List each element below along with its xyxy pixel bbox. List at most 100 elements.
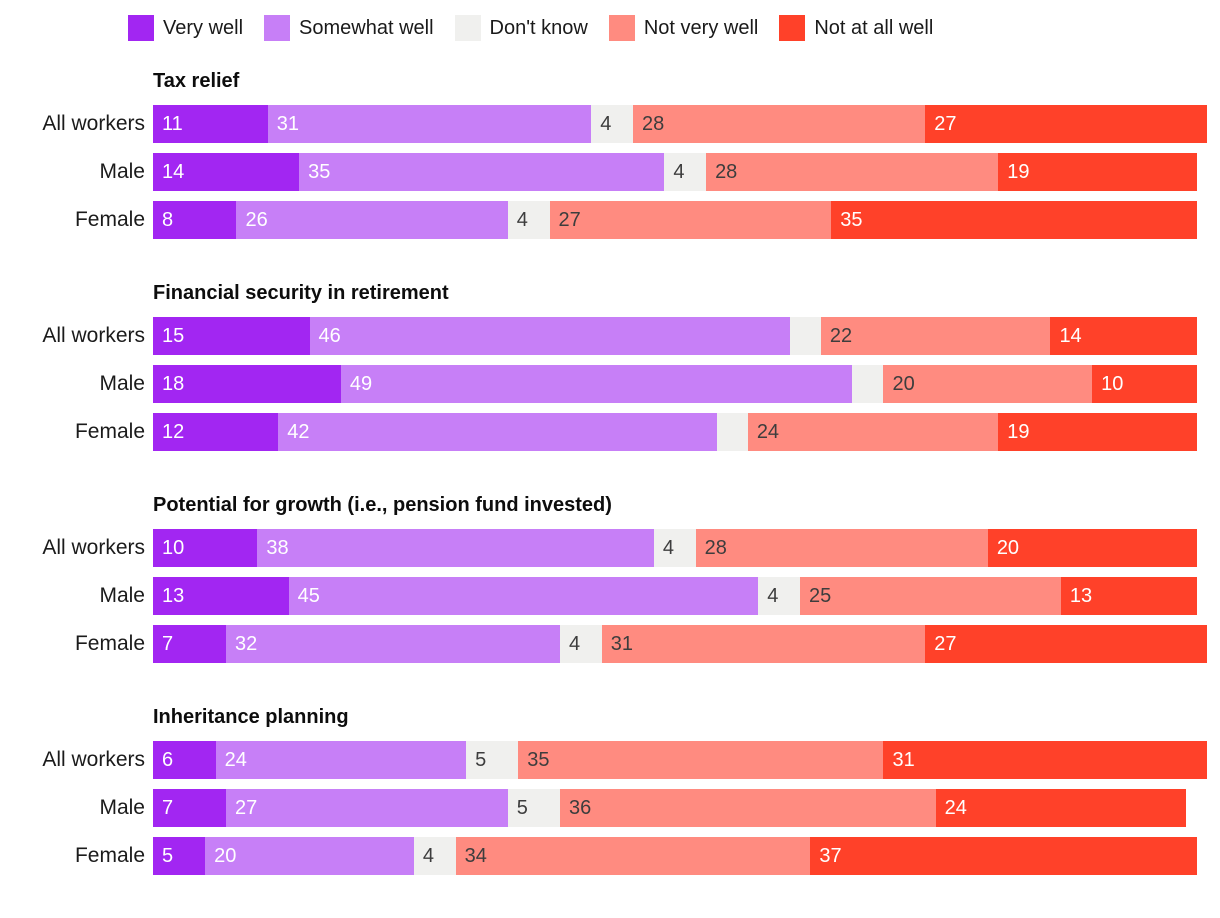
segment-value: 5 (516, 797, 528, 819)
row-label: All workers (42, 748, 145, 771)
bar-segment: 19 (998, 153, 1197, 191)
segment-value: 31 (276, 113, 300, 135)
segment-value: 27 (934, 113, 957, 135)
segment-value: 18 (162, 373, 185, 395)
segment-value: 7 (162, 797, 174, 819)
bar-segment: 31 (267, 105, 592, 143)
segment-value: 12 (162, 421, 185, 443)
legend-swatch-icon (128, 15, 154, 41)
segment-value: 24 (944, 797, 967, 819)
bar-segment: 34 (455, 837, 811, 875)
segment-value: 27 (934, 633, 957, 655)
bar-segment: 13 (1060, 577, 1197, 615)
chart-group: Tax relief All workers 11 31 4 28 27 Male 14 35 4 2… (0, 70, 1207, 239)
segment-value: 27 (558, 209, 581, 231)
row-label: Female (74, 844, 145, 867)
segment-value: 32 (235, 633, 258, 655)
segment-value: 14 (162, 161, 185, 183)
segment-value: 28 (704, 537, 727, 559)
bar-segment: 35 (518, 741, 884, 779)
chart-group: Potential for growth (i.e., pension fund… (0, 494, 1207, 663)
bar-segment: 38 (257, 529, 654, 567)
bar-track: 12 42 24 19 (153, 413, 1207, 451)
bar-segment: 32 (226, 625, 560, 663)
bar-track: 5 20 4 34 37 (153, 837, 1207, 875)
row-label: Male (99, 160, 145, 183)
segment-value: 4 (516, 209, 528, 231)
bar-row: All workers 15 46 22 14 (0, 317, 1207, 355)
bar-track: 7 27 5 36 24 (153, 789, 1207, 827)
legend-swatch-icon (454, 15, 481, 41)
segment-value: 34 (464, 845, 487, 867)
segment-value: 35 (527, 749, 550, 771)
bar-row: Female 5 20 4 34 37 (0, 837, 1207, 875)
row-label: Female (74, 632, 145, 655)
legend-item: Somewhat well (264, 15, 434, 41)
segment-value: 10 (1101, 373, 1124, 395)
bar-row: Male 13 45 4 25 13 (0, 577, 1207, 615)
group-title: Inheritance planning (153, 706, 349, 728)
bar-segment: 4 (664, 153, 707, 191)
segment-value: 36 (568, 797, 592, 819)
bar-track: 13 45 4 25 13 (153, 577, 1207, 615)
segment-value: 4 (600, 113, 612, 135)
segment-value: 37 (819, 845, 842, 867)
bar-track: 11 31 4 28 27 (153, 105, 1207, 143)
segment-value: 45 (297, 585, 320, 607)
bar-segment (852, 365, 884, 403)
chart-group: Financial security in retirement All work… (0, 282, 1207, 451)
legend-item: Don't know (454, 15, 588, 41)
bar-segment: 28 (695, 529, 988, 567)
bar-segment: 35 (299, 153, 665, 191)
bar-segment: 18 (153, 365, 341, 403)
bar-segment: 14 (1050, 317, 1197, 355)
segment-value: 4 (767, 585, 779, 607)
segment-value: 20 (892, 373, 915, 395)
bar-row: All workers 11 31 4 28 27 (0, 105, 1207, 143)
segment-value: 35 (308, 161, 331, 183)
bar-segment: 7 (153, 625, 227, 663)
group-title: Tax relief (153, 70, 240, 92)
bar-segment: 20 (987, 529, 1197, 567)
bar-segment: 5 (466, 741, 519, 779)
bar-segment: 4 (413, 837, 456, 875)
row-label: All workers (42, 324, 145, 347)
row-label: Male (99, 372, 145, 395)
segment-value: 27 (235, 797, 258, 819)
bar-segment: 20 (883, 365, 1093, 403)
bar-segment: 24 (935, 789, 1187, 827)
bar-segment: 27 (925, 625, 1207, 663)
segment-value: 13 (1069, 585, 1093, 607)
bar-segment: 19 (998, 413, 1197, 451)
segment-value: 4 (422, 845, 434, 867)
bar-segment: 28 (706, 153, 999, 191)
segment-value: 7 (162, 633, 174, 655)
segment-value: 15 (162, 325, 185, 347)
segment-value: 42 (287, 421, 310, 443)
bar-segment: 10 (153, 529, 258, 567)
bar-segment: 26 (236, 201, 508, 239)
row-label: Female (74, 208, 145, 231)
bar-segment (789, 317, 821, 355)
legend-item: Very well (128, 15, 243, 41)
bar-track: 15 46 22 14 (153, 317, 1207, 355)
chart-legend: Very well Somewhat well Don't know Not very… (128, 15, 1207, 41)
bar-track: 7 32 4 31 27 (153, 625, 1207, 663)
segment-value: 20 (214, 845, 237, 867)
segment-value: 28 (642, 113, 665, 135)
bar-segment: 10 (1092, 365, 1197, 403)
legend-item: Not very well (608, 15, 758, 41)
bar-segment: 36 (559, 789, 936, 827)
segment-value: 11 (162, 113, 183, 135)
segment-value: 4 (662, 537, 675, 559)
bar-segment: 4 (758, 577, 800, 615)
bar-segment: 4 (559, 625, 602, 663)
bar-segment: 45 (288, 577, 759, 615)
segment-value: 10 (162, 537, 185, 559)
bar-segment: 8 (153, 201, 237, 239)
bar-segment: 37 (810, 837, 1197, 875)
segment-value: 28 (715, 161, 738, 183)
bar-segment: 15 (153, 317, 310, 355)
row-label: Male (99, 796, 145, 819)
